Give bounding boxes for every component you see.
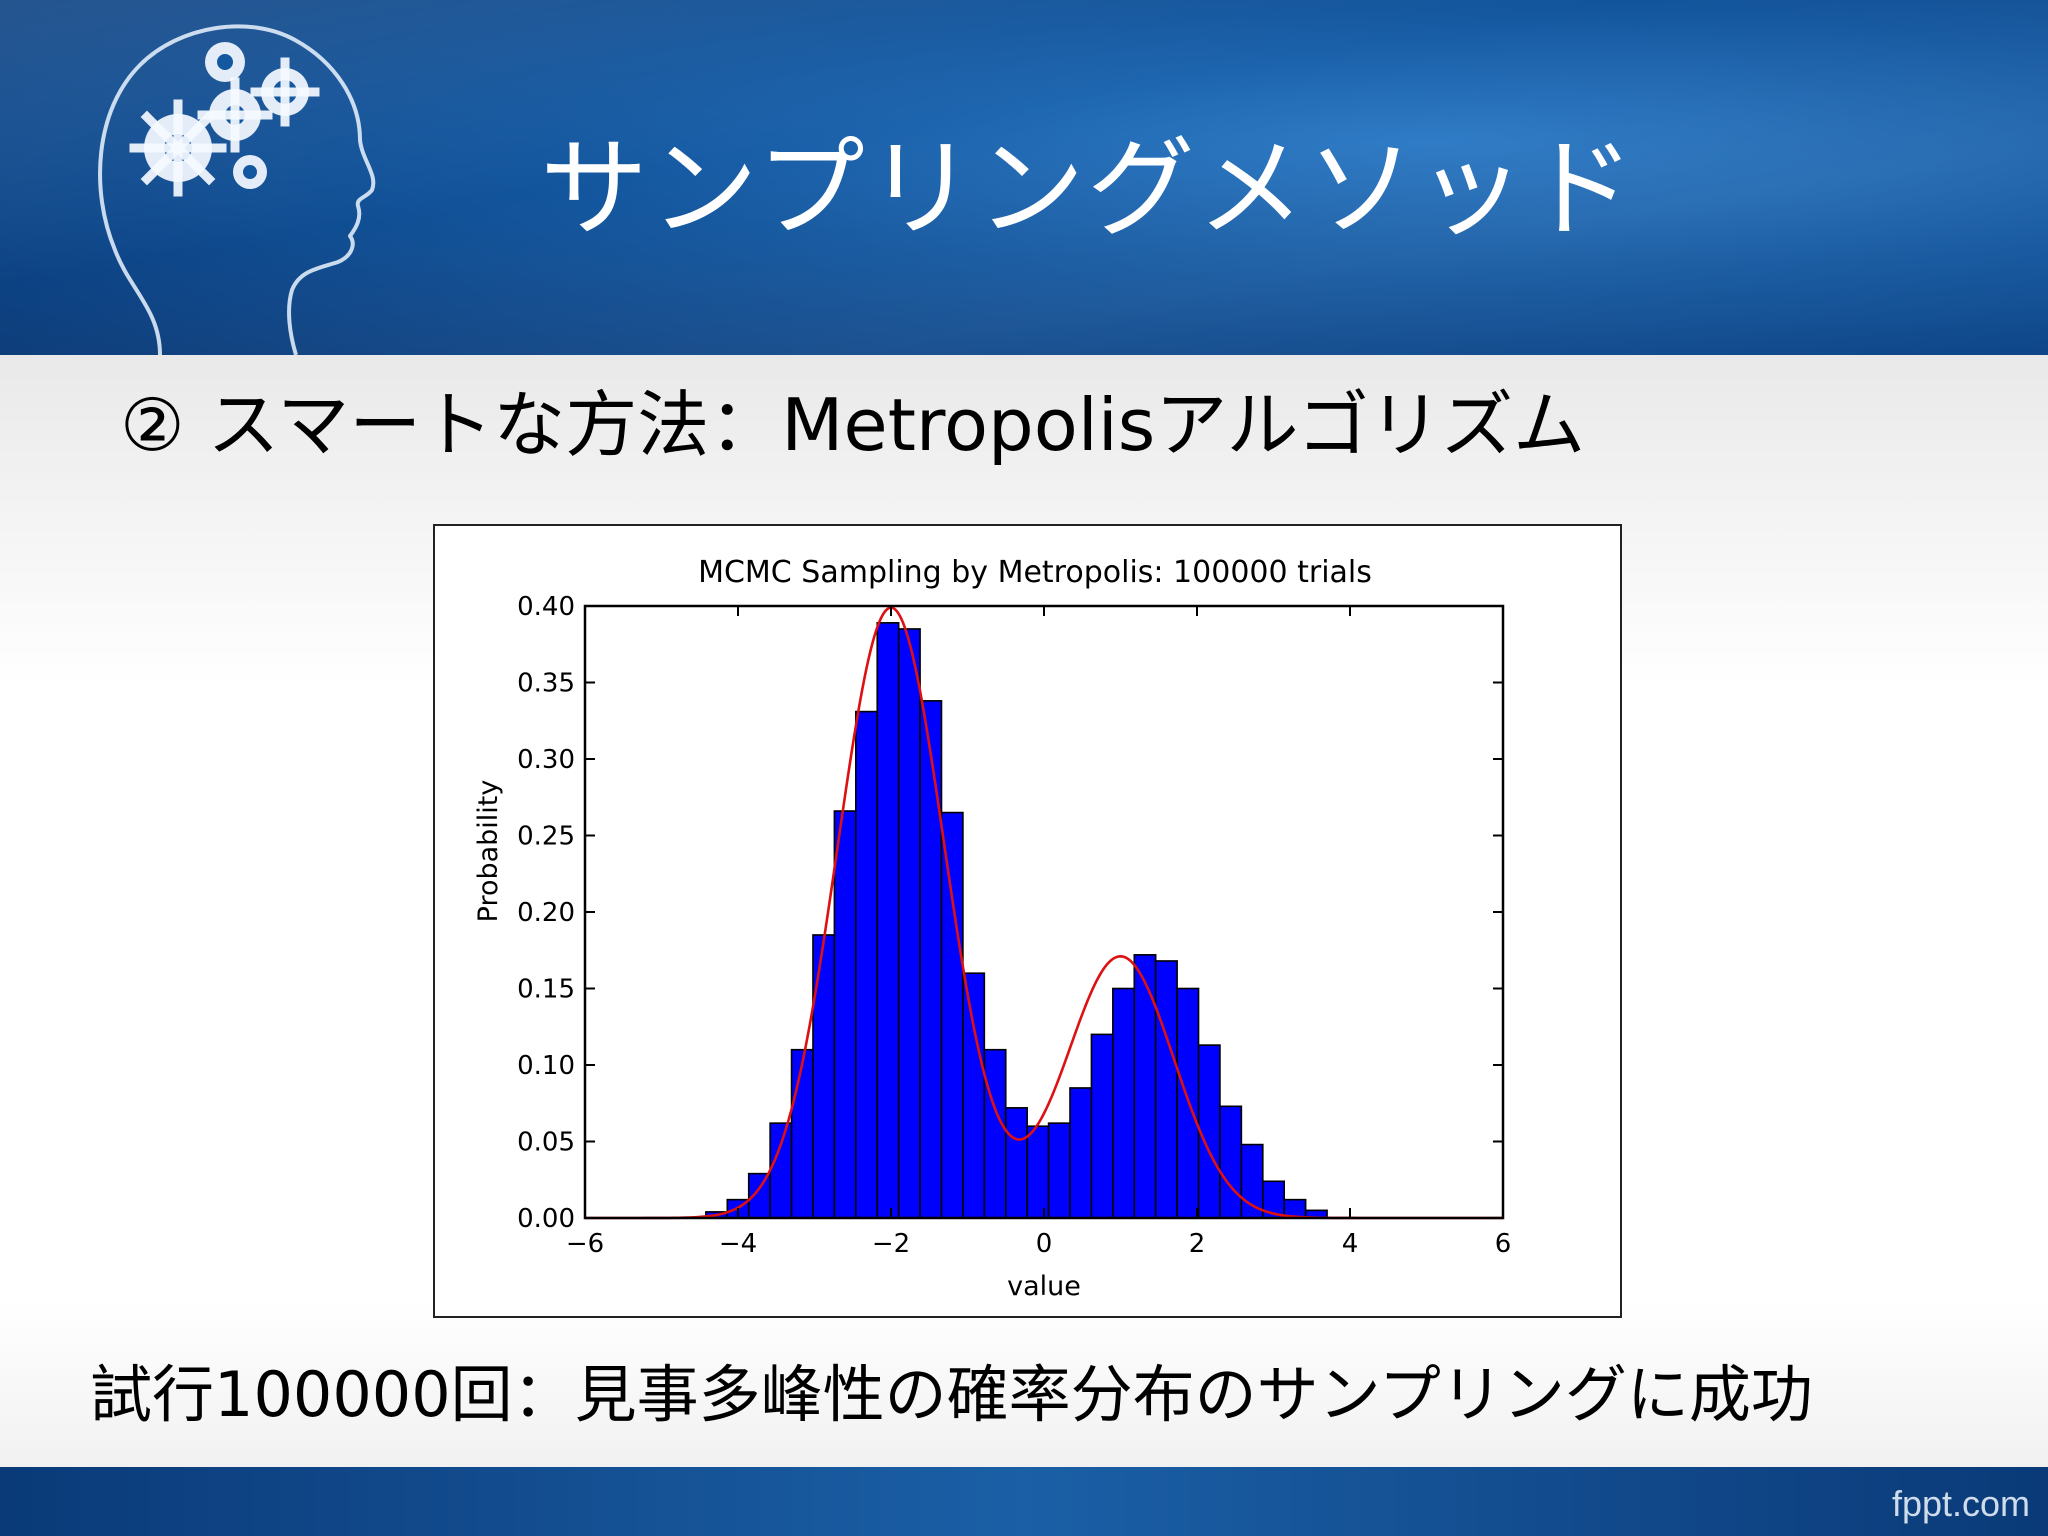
x-tick-label: 6 (1495, 1229, 1512, 1259)
footer-brand: fppt.com (1891, 1483, 2030, 1524)
y-axis-label: Probability (473, 780, 504, 923)
y-tick-label: 0.40 (517, 592, 575, 622)
y-tick-label: 0.15 (517, 975, 575, 1005)
histogram-bar (876, 622, 900, 1219)
x-tick-label: −6 (566, 1229, 604, 1259)
y-tick-label: 0.25 (517, 822, 575, 852)
histogram-bar (1219, 1105, 1243, 1219)
histogram-bar (1026, 1125, 1050, 1219)
histogram-bar (1069, 1087, 1093, 1219)
histogram-bar (855, 710, 879, 1219)
header-banner (0, 0, 2048, 355)
histogram-bar (790, 1048, 814, 1219)
chart-title: MCMC Sampling by Metropolis: 100000 tria… (698, 555, 1372, 590)
histogram-bar (962, 972, 986, 1219)
histogram-bar (812, 934, 836, 1219)
x-tick-label: −4 (719, 1229, 757, 1259)
histogram-bar (1133, 954, 1157, 1219)
histogram-bar (769, 1122, 793, 1219)
y-axis-ticks: 0.00 0.05 0.10 0.15 0.20 0.25 0.30 0.35 0.40 (517, 592, 1503, 1234)
histogram-bar (897, 628, 921, 1219)
chart-figure: MCMC Sampling by Metropolis: 100000 tria… (433, 524, 1622, 1318)
histogram-bar (1090, 1033, 1114, 1219)
x-axis-ticks: −6 −4 −2 0 2 4 6 (566, 606, 1511, 1259)
y-tick-label: 0.35 (517, 669, 575, 699)
histogram-bar (1112, 987, 1136, 1219)
head-with-gears-icon (98, 24, 376, 355)
y-tick-label: 0.10 (517, 1051, 575, 1081)
histogram-bar (919, 700, 943, 1219)
y-tick-label: 0.05 (517, 1128, 575, 1158)
x-tick-label: −2 (872, 1229, 910, 1259)
x-axis-label: value (1007, 1271, 1081, 1302)
histogram-bar (1154, 960, 1178, 1219)
histogram-chart: MCMC Sampling by Metropolis: 100000 tria… (473, 555, 1511, 1302)
x-tick-label: 4 (1342, 1229, 1359, 1259)
header-shine (0, 0, 2048, 355)
histogram-bar (833, 810, 857, 1219)
histogram-bar (983, 1048, 1007, 1219)
x-tick-label: 2 (1189, 1229, 1206, 1259)
histogram-bar (1047, 1122, 1071, 1219)
histogram-bar (1004, 1107, 1028, 1219)
histogram-bar (1197, 1044, 1221, 1219)
slide-subtitle: ② スマートな方法：Metropolisアルゴリズム (120, 383, 1586, 467)
histogram-bars (705, 622, 1328, 1219)
footer-bar: fppt.com (0, 1467, 2048, 1536)
histogram-bar (1176, 987, 1200, 1219)
y-tick-label: 0.30 (517, 745, 575, 775)
histogram-bar (1240, 1143, 1264, 1219)
y-tick-label: 0.20 (517, 898, 575, 928)
histogram-bar (940, 811, 964, 1219)
y-tick-label: 0.00 (517, 1204, 575, 1234)
slide-caption: 試行100000回：見事多峰性の確率分布のサンプリングに成功 (90, 1358, 1813, 1431)
slide-title: サンプリングメソッド (540, 127, 1637, 252)
x-tick-label: 0 (1036, 1229, 1053, 1259)
